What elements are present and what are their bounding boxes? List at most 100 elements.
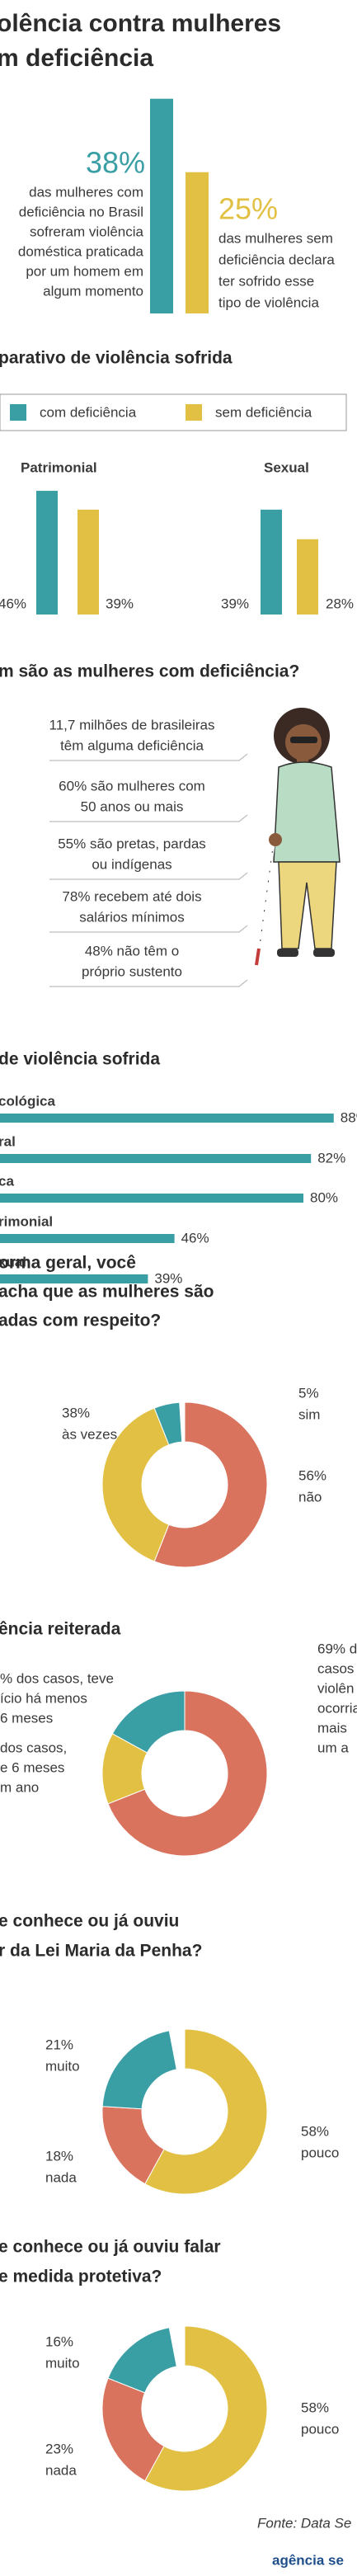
category-label: ca <box>0 1173 14 1189</box>
donut-segment <box>101 2377 165 2482</box>
section-title: acha que as mulheres são <box>0 1283 214 1302</box>
segment-label: % dos casos, teve <box>0 1670 114 1686</box>
separator <box>49 753 248 761</box>
segment-label: muito <box>45 2355 80 2371</box>
segment-label: dos casos, <box>0 1740 67 1755</box>
segment-label: casos <box>317 1660 354 1676</box>
donut-segment <box>107 2327 177 2394</box>
separator <box>49 979 248 987</box>
donut-segment <box>107 1690 268 1857</box>
section-title: m são as mulheres com deficiência? <box>0 662 299 681</box>
section-title: orma geral, você <box>0 1254 136 1273</box>
segment-label: mais <box>317 1720 347 1735</box>
segment-label: 5% <box>298 1385 319 1401</box>
intro-text: por um homem em <box>26 263 143 279</box>
separator <box>49 872 248 880</box>
segment-label: 18% <box>45 2148 73 2164</box>
segment-label: e 6 meses <box>0 1759 64 1775</box>
legend-swatch <box>186 404 202 421</box>
bar <box>36 491 58 615</box>
intro-text: tipo de violência <box>218 294 319 310</box>
section-title: ência reiterada <box>0 1620 121 1639</box>
category-label: xual <box>0 1254 26 1269</box>
value-label: 82% <box>317 1150 345 1166</box>
bar <box>0 1234 175 1243</box>
intro-text: das mulheres com <box>29 184 143 200</box>
bar <box>78 509 99 615</box>
donut-segment <box>111 1690 186 1754</box>
section-title: parativo de violência sofrida <box>0 349 233 368</box>
segment-label: m ano <box>0 1779 39 1795</box>
intro-text: ter sofrido esse <box>218 273 314 289</box>
category-label: rimonial <box>0 1213 53 1229</box>
intro-text: doméstica praticada <box>18 243 144 259</box>
category-label: cológica <box>0 1093 56 1109</box>
donut-segment <box>153 1401 183 1446</box>
profile-text: salários mínimos <box>79 909 185 925</box>
segment-label: um a <box>317 1740 349 1755</box>
segment-label: 56% <box>298 1467 326 1483</box>
segment-label: muito <box>45 2058 80 2074</box>
value-label: 46% <box>0 596 26 611</box>
value-label: 25% <box>218 192 278 226</box>
bar <box>0 1194 303 1203</box>
segment-label: não <box>298 1489 322 1505</box>
intro-text: deficiência no Brasil <box>19 204 143 219</box>
legend-swatch <box>10 404 26 421</box>
profile-text: 60% são mulheres com <box>59 778 205 794</box>
section-title: de violência sofrida <box>0 1050 160 1069</box>
segment-label: sim <box>298 1406 320 1422</box>
donut-segment <box>144 2028 268 2195</box>
bar <box>297 539 318 615</box>
title-line: olência contra mulheres <box>0 10 281 37</box>
value-label: 80% <box>310 1189 338 1205</box>
donut-segment <box>101 1407 170 1562</box>
segment-label: ocorria <box>317 1700 357 1716</box>
value-label: 46% <box>181 1230 209 1246</box>
bar <box>0 1114 334 1123</box>
illustration <box>255 708 341 966</box>
bar <box>0 1274 148 1283</box>
profile-text: ou indígenas <box>92 856 171 872</box>
separator <box>49 925 248 933</box>
bar <box>261 509 282 615</box>
legend-label: com deficiência <box>40 404 137 420</box>
segment-label: 23% <box>45 2441 73 2456</box>
intro-text: sofreram violência <box>30 224 143 239</box>
section-title: e medida protetiva? <box>0 2268 162 2286</box>
intro-text: deficiência declara <box>218 252 335 267</box>
value-label: 39% <box>106 596 134 611</box>
segment-label: 21% <box>45 2037 73 2052</box>
segment-label: 58% <box>301 2123 329 2139</box>
profile-text: 78% recebem até dois <box>62 888 201 904</box>
bar <box>0 1154 312 1163</box>
bar <box>150 98 173 313</box>
source: Fonte: Data Se <box>257 2515 351 2531</box>
section-title: e conhece ou já ouviu falar <box>0 2238 221 2257</box>
donut-segment <box>144 2325 268 2492</box>
value-label: 39% <box>154 1270 182 1286</box>
segment-label: às vezes <box>62 1426 117 1442</box>
separator <box>49 814 248 822</box>
donut-segment <box>153 1401 268 1568</box>
value-label: 39% <box>221 596 249 611</box>
profile-text: 55% são pretas, pardas <box>58 836 206 851</box>
value-label: 38% <box>86 146 145 180</box>
legend-label: sem deficiência <box>215 404 312 420</box>
segment-label: ício há menos <box>0 1690 87 1706</box>
bar <box>186 172 209 313</box>
segment-label: 6 meses <box>0 1710 53 1726</box>
profile-text: 11,7 milhões de brasileiras <box>49 717 215 732</box>
section-title: r da Lei Maria da Penha? <box>0 1942 202 1961</box>
value-label: 28% <box>326 596 354 611</box>
segment-label: 69% do <box>317 1641 357 1656</box>
segment-label: nada <box>45 2462 77 2478</box>
legend-box <box>0 393 347 431</box>
profile-text: têm alguma deficiência <box>60 737 204 753</box>
segment-label: 58% <box>301 2399 329 2415</box>
category-label: Sexual <box>264 459 309 475</box>
logo: agência se <box>272 2552 344 2568</box>
category-label: Patrimonial <box>21 459 97 475</box>
